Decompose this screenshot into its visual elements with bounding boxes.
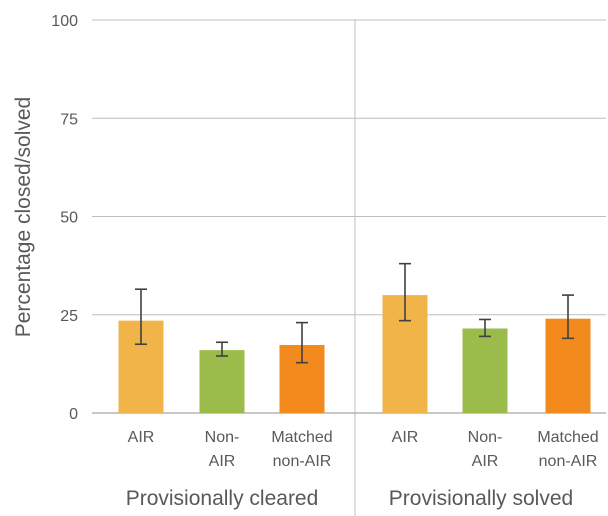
error-bar [296, 321, 308, 364]
y-tick-label: 50 [60, 210, 78, 227]
y-axis-ticks: 0 25 50 75 100 [51, 13, 78, 423]
category-label: AIR [392, 429, 419, 446]
bars [118, 295, 591, 413]
category-label: Non- [468, 429, 503, 446]
y-tick-label: 0 [69, 406, 78, 423]
category-label: non-AIR [273, 453, 332, 470]
group-label: Provisionally solved [389, 487, 573, 510]
y-tick-label: 75 [60, 111, 78, 128]
group-label: Provisionally cleared [126, 487, 319, 510]
bar [462, 328, 508, 413]
gridlines [92, 19, 606, 516]
category-label: Matched [271, 429, 332, 446]
category-labels: AIR Non- AIR Matched non-AIR AIR Non- AIR Matche… [128, 429, 599, 470]
y-tick-label: 100 [51, 13, 78, 30]
error-bar [216, 341, 228, 357]
category-label: AIR [209, 453, 236, 470]
error-bar [399, 262, 411, 322]
group-labels: Provisionally cleared Provisionally solve… [126, 487, 574, 510]
category-label: AIR [472, 453, 499, 470]
error-bar [479, 318, 491, 338]
error-bar [562, 294, 574, 340]
y-axis-label: Percentage closed/solved [12, 97, 35, 338]
category-label: AIR [128, 429, 155, 446]
error-bars [135, 262, 574, 364]
category-label: Matched [537, 429, 598, 446]
category-label: non-AIR [539, 453, 598, 470]
error-bar [135, 288, 147, 346]
category-label: Non- [205, 429, 240, 446]
bar [199, 350, 245, 413]
y-tick-label: 25 [60, 308, 78, 325]
